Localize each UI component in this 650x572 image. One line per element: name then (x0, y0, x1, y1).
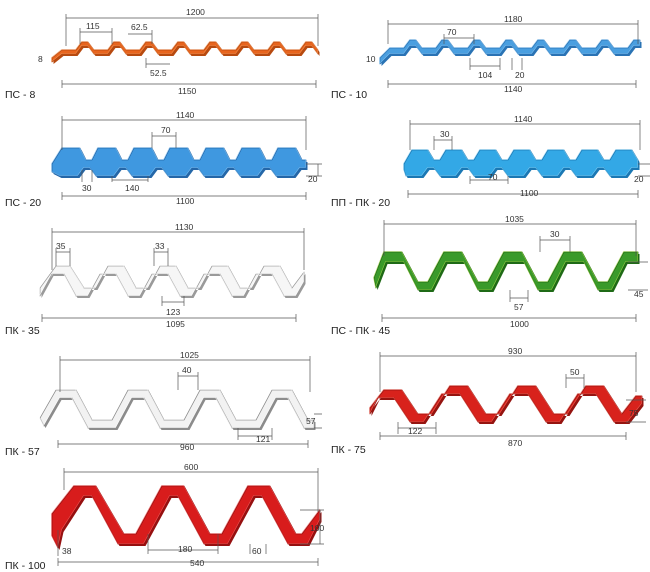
ppk20-dim-d1: 30 (440, 129, 450, 139)
pk100-dim-height: 100 (310, 523, 324, 533)
pk100-face (51, 485, 321, 549)
pk100-label: ПК - 100 (5, 560, 46, 572)
psk45-face (373, 251, 639, 291)
ps8-dim-d2: 62.5 (131, 22, 148, 32)
ps10-dim-top: 1180 (504, 14, 523, 24)
pk75-highlight (369, 385, 642, 422)
ps8-highlight (51, 41, 318, 63)
ps10-dim-d3: 20 (515, 70, 525, 80)
ps8-dim-top: 1200 (186, 7, 205, 17)
ps10-underside (381, 42, 642, 66)
profile-pk75-sheet (369, 385, 644, 424)
ps10-label: ПС - 10 (331, 89, 367, 101)
pk57-dim-d1: 40 (182, 365, 192, 375)
pk100-dim-d3: 38 (62, 546, 72, 556)
pk75-underside (371, 388, 644, 424)
pk100-dim-d2: 60 (252, 546, 262, 556)
pk35-highlight (39, 265, 304, 296)
ps20-dim-top: 1140 (176, 110, 195, 120)
ps20-dim-d2: 30 (82, 183, 92, 193)
ps20-label: ПС - 20 (5, 197, 41, 209)
ps10-dim-bottom: 1140 (504, 84, 523, 94)
pk100-dim-top: 600 (184, 462, 198, 472)
ppk20-highlight (403, 149, 638, 176)
profile-ppk20-sheet (403, 149, 640, 178)
pk100-highlight (51, 485, 320, 549)
pk35-dim-bottom: 1095 (166, 319, 185, 329)
psk45-dim-bottom: 1000 (510, 319, 529, 329)
ppk20-dim-d2: 70 (488, 172, 498, 182)
pk75-dim-height: 75 (629, 408, 639, 418)
profile-ps8-sheet (51, 41, 320, 64)
pk57-dim-bottom: 960 (180, 442, 194, 452)
ps10-dim-height: 10 (366, 54, 376, 64)
ps8-dim-bottom: 1150 (178, 86, 197, 96)
ps20-dim-d3: 140 (125, 183, 139, 193)
ppk20-dim-height: 20 (634, 174, 644, 184)
ps10-dim-d2: 104 (478, 70, 492, 80)
pk57-label: ПК - 57 (5, 446, 40, 458)
profile-pk100: 600 180 60 38 100 540 ПК - 100 (5, 462, 324, 572)
ps20-dim-height: 20 (308, 174, 318, 184)
pk35-dim-d3: 123 (166, 307, 180, 317)
pk35-dim-d2: 33 (155, 241, 165, 251)
pk75-dim-d1: 50 (570, 367, 580, 377)
ppk20-label: ПП - ПК - 20 (331, 197, 390, 209)
ps20-dim-d1: 70 (161, 125, 171, 135)
pk35-dim-top: 1130 (175, 222, 194, 232)
pk75-face (369, 385, 643, 423)
pk100-dim-d1: 180 (178, 544, 192, 554)
profile-ps8: 1200 115 62.5 52.5 8 1150 ПС - 8 (5, 7, 320, 101)
profile-pk35-sheet (39, 265, 306, 298)
profile-pk100-sheet (51, 485, 322, 550)
pk57-face (39, 389, 315, 429)
profile-ps20-sheet (51, 147, 308, 178)
ppk20-dim-bottom: 1100 (520, 188, 539, 198)
pk100-dim-bottom: 540 (190, 558, 204, 568)
ps20-highlight (51, 147, 306, 176)
ps8-label: ПС - 8 (5, 89, 35, 101)
profile-psk45: 1035 30 57 45 1000 ПС - ПК - 45 (331, 214, 648, 337)
profile-ps10-sheet (379, 39, 642, 66)
psk45-dim-height: 45 (634, 289, 644, 299)
ps8-dim-height: 8 (38, 54, 43, 64)
profile-psk45-sheet (373, 251, 640, 292)
profile-ps20: 1140 70 30 140 20 1100 ПС - 20 (5, 110, 322, 209)
pk35-dim-d1: 35 (56, 241, 66, 251)
ps10-dim-d1: 70 (447, 27, 457, 37)
psk45-highlight (373, 251, 638, 290)
pk57-dim-top: 1025 (180, 350, 199, 360)
pk57-highlight (39, 389, 314, 428)
psk45-dim-top: 1035 (505, 214, 524, 224)
ps20-face (51, 147, 307, 177)
ps20-dim-bottom: 1100 (176, 196, 195, 206)
ps8-dim-d3: 52.5 (150, 68, 167, 78)
ps10-highlight (379, 39, 640, 65)
pk75-dim-bottom: 870 (508, 438, 522, 448)
profile-ps10: 1180 70 104 20 10 1140 ПС - 10 (331, 14, 642, 101)
pk35-label: ПК - 35 (5, 325, 40, 337)
profile-pk75: 930 50 122 75 870 ПК - 75 (331, 346, 646, 456)
ps10-face (379, 39, 641, 65)
pk57-dim-height: 57 (306, 416, 316, 426)
ppk20-face (403, 149, 639, 177)
ps8-face (51, 41, 319, 63)
profile-pk57-sheet (39, 389, 316, 430)
profile-ppk20: 1140 30 70 20 1100 ПП - ПК - 20 (331, 114, 650, 209)
ppk20-dim-top: 1140 (514, 114, 533, 124)
pk75-label: ПК - 75 (331, 444, 366, 456)
psk45-dim-d1: 30 (550, 229, 560, 239)
profile-pk57: 1025 40 121 57 960 ПК - 57 (5, 350, 322, 458)
pk75-dim-top: 930 (508, 346, 522, 356)
pk57-dim-d2: 121 (256, 434, 270, 444)
profile-pk35: 1130 35 33 123 1095 ПК - 35 (5, 222, 306, 337)
psk45-dim-d2: 57 (514, 302, 524, 312)
psk45-label: ПС - ПК - 45 (331, 325, 390, 337)
ps8-dim-d1: 115 (86, 21, 100, 31)
pk75-dim-d2: 122 (408, 426, 422, 436)
